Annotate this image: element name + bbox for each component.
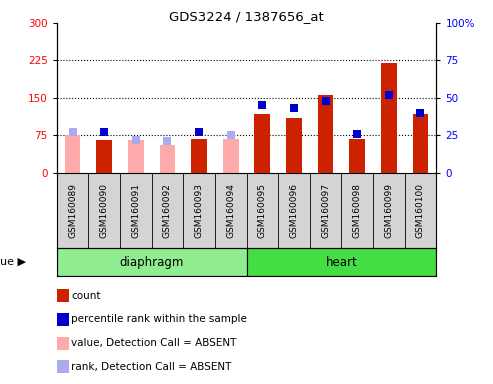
Bar: [57, 360, 69, 373]
Bar: [57, 290, 69, 302]
Bar: [350, 139, 365, 173]
Text: tissue ▶: tissue ▶: [0, 257, 26, 267]
Bar: [254, 114, 270, 173]
Point: [258, 103, 266, 109]
Bar: [57, 313, 69, 326]
Text: GSM160097: GSM160097: [321, 183, 330, 238]
Bar: [128, 140, 143, 173]
Point: [353, 131, 361, 137]
Point: [164, 138, 172, 144]
Point: [195, 129, 203, 136]
Bar: [160, 146, 176, 173]
Bar: [223, 139, 239, 173]
Text: GSM160096: GSM160096: [289, 183, 298, 238]
Text: heart: heart: [325, 256, 357, 268]
Point: [132, 137, 140, 143]
Text: percentile rank within the sample: percentile rank within the sample: [71, 314, 247, 324]
Point: [290, 105, 298, 111]
Text: GSM160099: GSM160099: [385, 183, 393, 238]
Bar: [286, 118, 302, 173]
Point: [417, 110, 424, 116]
Bar: [57, 337, 69, 349]
Text: GSM160100: GSM160100: [416, 183, 425, 238]
Bar: [191, 139, 207, 173]
Bar: [96, 140, 112, 173]
Bar: [381, 63, 397, 173]
Text: GSM160090: GSM160090: [100, 183, 108, 238]
Point: [69, 129, 76, 136]
Bar: [246, 248, 436, 276]
Bar: [413, 114, 428, 173]
Point: [321, 98, 329, 104]
Point: [227, 132, 235, 139]
Text: value, Detection Call = ABSENT: value, Detection Call = ABSENT: [71, 338, 237, 348]
Point: [100, 129, 108, 136]
Text: GSM160093: GSM160093: [195, 183, 204, 238]
Text: count: count: [71, 291, 101, 301]
Text: GDS3224 / 1387656_at: GDS3224 / 1387656_at: [169, 10, 324, 23]
Bar: [65, 136, 80, 173]
Text: GSM160091: GSM160091: [131, 183, 141, 238]
Bar: [57, 248, 246, 276]
Bar: [317, 95, 333, 173]
Text: GSM160092: GSM160092: [163, 183, 172, 238]
Text: GSM160094: GSM160094: [226, 183, 235, 238]
Text: GSM160089: GSM160089: [68, 183, 77, 238]
Text: GSM160095: GSM160095: [258, 183, 267, 238]
Text: diaphragm: diaphragm: [119, 256, 184, 268]
Text: GSM160098: GSM160098: [352, 183, 362, 238]
Point: [385, 92, 393, 98]
Text: rank, Detection Call = ABSENT: rank, Detection Call = ABSENT: [71, 362, 232, 372]
